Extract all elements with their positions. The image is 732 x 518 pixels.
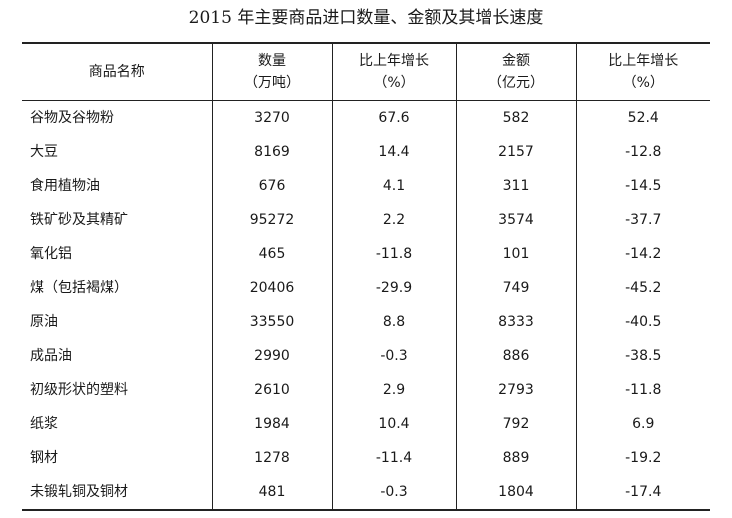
cell-quantity: 8169 bbox=[211, 135, 332, 169]
cell-amount: 1804 bbox=[455, 475, 576, 511]
cell-amount-growth: -14.5 bbox=[575, 169, 710, 203]
table-row: 成品油 2990 -0.3 886 -38.5 bbox=[22, 339, 710, 373]
cell-quantity-growth: 8.8 bbox=[331, 305, 456, 339]
cell-quantity-growth: 2.2 bbox=[331, 203, 456, 237]
cell-amount-growth: -14.2 bbox=[575, 237, 710, 271]
cell-quantity-growth: 2.9 bbox=[331, 373, 456, 407]
cell-amount-growth: -45.2 bbox=[575, 271, 710, 305]
cell-amount-growth: -37.7 bbox=[575, 203, 710, 237]
header-quantity-unit: （万吨） bbox=[244, 75, 300, 91]
table-row: 大豆 8169 14.4 2157 -12.8 bbox=[22, 135, 710, 169]
cell-name: 食用植物油 bbox=[30, 178, 100, 194]
cell-name: 成品油 bbox=[30, 348, 72, 364]
cell-name: 煤（包括褐煤） bbox=[30, 280, 128, 296]
cell-amount: 889 bbox=[455, 441, 576, 475]
cell-quantity: 1984 bbox=[211, 407, 332, 441]
page-title: 2015 年主要商品进口数量、金额及其增长速度 bbox=[188, 8, 544, 28]
cell-amount: 3574 bbox=[455, 203, 576, 237]
header-name-label: 商品名称 bbox=[88, 64, 145, 80]
cell-quantity-growth: -0.3 bbox=[331, 475, 456, 511]
cell-quantity: 465 bbox=[211, 237, 332, 271]
header-quantity: 数量 （万吨） bbox=[211, 42, 332, 101]
table-row: 未锻轧铜及铜材 481 -0.3 1804 -17.4 bbox=[22, 475, 710, 511]
header-quantity-growth: 比上年增长 （%） bbox=[331, 42, 456, 101]
cell-name: 未锻轧铜及铜材 bbox=[22, 475, 212, 511]
cell-quantity: 95272 bbox=[211, 203, 332, 237]
header-quantity-growth-unit: （%） bbox=[373, 75, 415, 91]
cell-name: 钢材 bbox=[30, 450, 58, 466]
cell-quantity-growth: 4.1 bbox=[331, 169, 456, 203]
header-amount: 金额 （亿元） bbox=[455, 42, 576, 101]
cell-name: 氧化铝 bbox=[30, 246, 72, 262]
header-amount-growth: 比上年增长 （%） bbox=[575, 42, 710, 101]
header-amount-growth-unit: （%） bbox=[622, 75, 664, 91]
cell-amount-growth: 52.4 bbox=[575, 100, 710, 135]
cell-quantity-growth: 10.4 bbox=[331, 407, 456, 441]
table-row: 谷物及谷物粉 3270 67.6 582 52.4 bbox=[22, 100, 710, 135]
cell-name: 铁矿砂及其精矿 bbox=[30, 212, 128, 228]
cell-amount-growth: -12.8 bbox=[575, 135, 710, 169]
table-row: 初级形状的塑料 2610 2.9 2793 -11.8 bbox=[22, 373, 710, 407]
header-quantity-label: 数量 bbox=[258, 53, 286, 69]
cell-quantity-growth: -0.3 bbox=[331, 339, 456, 373]
cell-amount-growth: -11.8 bbox=[575, 373, 710, 407]
cell-amount: 582 bbox=[455, 100, 576, 135]
cell-amount: 8333 bbox=[455, 305, 576, 339]
header-quantity-growth-label: 比上年增长 bbox=[359, 53, 429, 69]
cell-quantity: 2990 bbox=[211, 339, 332, 373]
table-row: 纸浆 1984 10.4 792 6.9 bbox=[22, 407, 710, 441]
header-amount-growth-label: 比上年增长 bbox=[608, 53, 679, 69]
cell-name: 谷物及谷物粉 bbox=[30, 110, 114, 126]
cell-amount: 2157 bbox=[455, 135, 576, 169]
cell-quantity-growth: -11.4 bbox=[331, 441, 456, 475]
table-row: 氧化铝 465 -11.8 101 -14.2 bbox=[22, 237, 710, 271]
cell-amount: 749 bbox=[455, 271, 576, 305]
cell-amount: 311 bbox=[455, 169, 576, 203]
table-row: 煤（包括褐煤） 20406 -29.9 749 -45.2 bbox=[22, 271, 710, 305]
cell-amount-growth: 6.9 bbox=[575, 407, 710, 441]
cell-quantity: 20406 bbox=[211, 271, 332, 305]
cell-quantity-growth: -11.8 bbox=[331, 237, 456, 271]
table-row: 钢材 1278 -11.4 889 -19.2 bbox=[22, 441, 710, 475]
cell-quantity: 33550 bbox=[211, 305, 332, 339]
cell-quantity-growth: 67.6 bbox=[331, 100, 456, 135]
cell-amount: 101 bbox=[455, 237, 576, 271]
table-row: 原油 33550 8.8 8333 -40.5 bbox=[22, 305, 710, 339]
cell-amount: 792 bbox=[455, 407, 576, 441]
import-table: 商品名称 数量 （万吨） 比上年增长 （%） 金额 （亿元） 比上年增长 （%） bbox=[22, 42, 710, 511]
cell-quantity-growth: 14.4 bbox=[331, 135, 456, 169]
cell-quantity: 2610 bbox=[211, 373, 332, 407]
cell-amount-growth: -17.4 bbox=[575, 475, 710, 511]
cell-quantity: 481 bbox=[211, 475, 332, 511]
cell-name: 原油 bbox=[30, 314, 58, 330]
cell-name: 初级形状的塑料 bbox=[30, 382, 128, 398]
table-row: 铁矿砂及其精矿 95272 2.2 3574 -37.7 bbox=[22, 203, 710, 237]
table-body: 谷物及谷物粉 3270 67.6 582 52.4 大豆 8169 14.4 2157 -12.8… bbox=[22, 100, 710, 511]
header-amount-label: 金额 bbox=[502, 53, 530, 69]
header-name: 商品名称 bbox=[22, 42, 212, 101]
cell-name: 纸浆 bbox=[30, 416, 58, 432]
header-amount-unit: （亿元） bbox=[488, 75, 544, 91]
cell-quantity: 1278 bbox=[211, 441, 332, 475]
cell-amount-growth: -38.5 bbox=[575, 339, 710, 373]
cell-quantity: 3270 bbox=[211, 100, 332, 135]
cell-amount-growth: -19.2 bbox=[575, 441, 710, 475]
cell-amount: 886 bbox=[455, 339, 576, 373]
cell-name: 大豆 bbox=[30, 144, 58, 160]
table-header-row: 商品名称 数量 （万吨） 比上年增长 （%） 金额 （亿元） 比上年增长 （%） bbox=[22, 42, 710, 101]
cell-quantity-growth: -29.9 bbox=[331, 271, 456, 305]
cell-amount: 2793 bbox=[455, 373, 576, 407]
cell-amount-growth: -40.5 bbox=[575, 305, 710, 339]
table-row: 食用植物油 676 4.1 311 -14.5 bbox=[22, 169, 710, 203]
cell-quantity: 676 bbox=[211, 169, 332, 203]
